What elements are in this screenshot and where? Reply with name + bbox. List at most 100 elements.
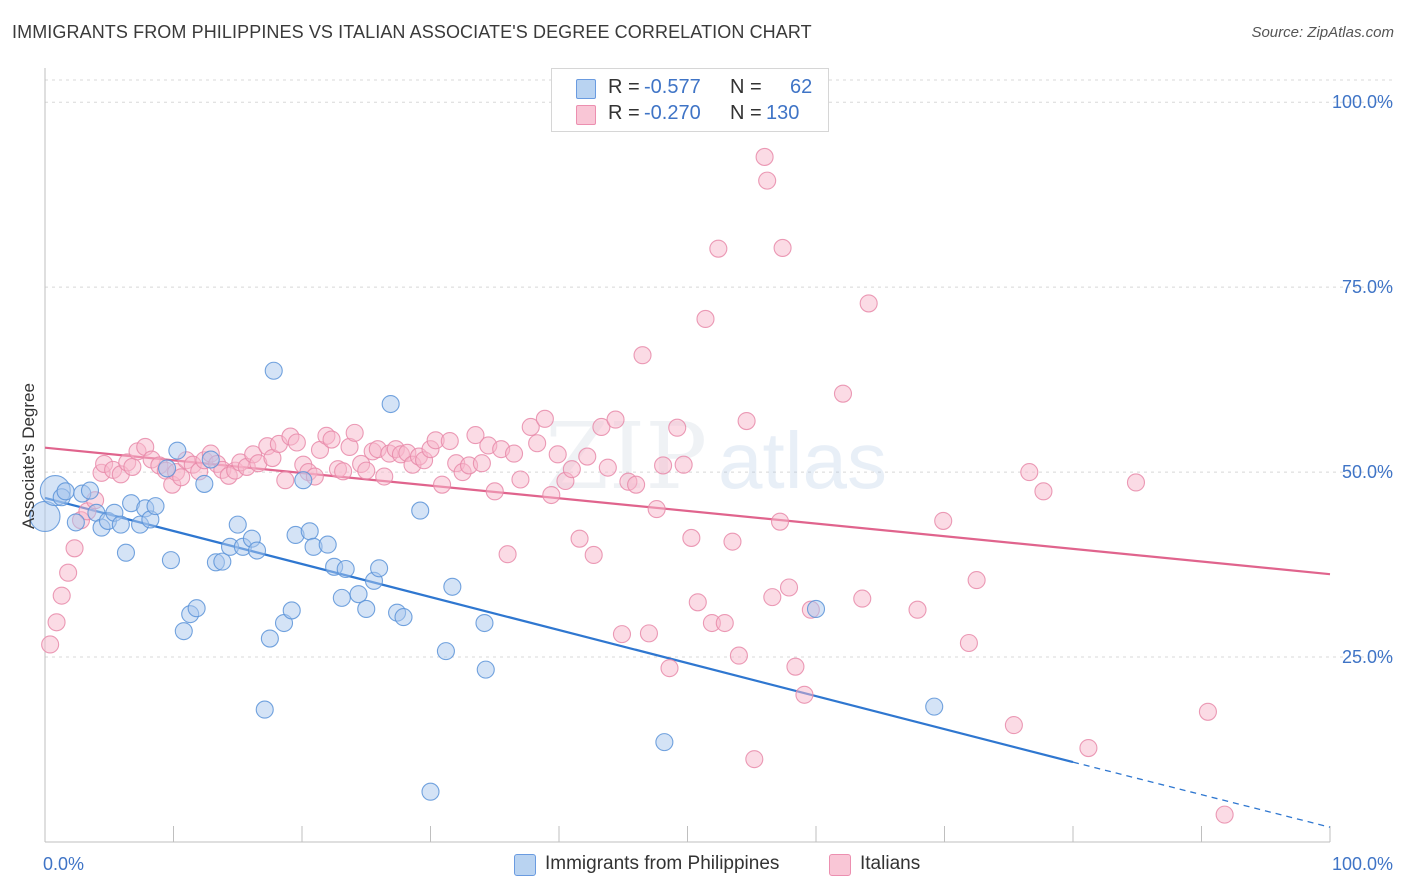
italians-point[interactable] — [959, 633, 978, 653]
italians-point[interactable] — [485, 482, 504, 501]
philippines-point[interactable] — [161, 551, 180, 570]
italians-point[interactable] — [47, 613, 66, 632]
philippines-point[interactable] — [332, 588, 351, 607]
italians-point[interactable] — [592, 417, 611, 437]
philippines-point[interactable] — [174, 622, 193, 641]
philippines-point[interactable] — [228, 515, 247, 534]
philippines-point[interactable] — [421, 782, 440, 801]
italians-point[interactable] — [627, 475, 646, 494]
italians-point[interactable] — [779, 578, 799, 597]
italians-point[interactable] — [795, 685, 814, 704]
philippines-point[interactable] — [111, 515, 130, 534]
italians-point[interactable] — [472, 454, 491, 473]
philippines-point[interactable] — [394, 608, 413, 627]
italians-point[interactable] — [654, 456, 673, 475]
philippines-point[interactable] — [475, 613, 494, 633]
italians-point[interactable] — [65, 539, 84, 558]
philippines-point[interactable] — [187, 599, 206, 618]
italians-point[interactable] — [715, 613, 734, 633]
philippines-point[interactable] — [201, 450, 220, 469]
philippines-point[interactable] — [357, 599, 376, 619]
italians-point[interactable] — [773, 238, 792, 257]
philippines-point[interactable] — [370, 559, 389, 578]
philippines-point[interactable] — [381, 394, 400, 414]
italians-point[interactable] — [598, 458, 617, 477]
philippines-point[interactable] — [349, 585, 368, 604]
italians-point[interactable] — [737, 412, 756, 431]
italians-point[interactable] — [276, 471, 295, 490]
italians-point[interactable] — [709, 239, 728, 258]
philippines-point[interactable] — [925, 697, 944, 716]
philippines-point[interactable] — [264, 361, 283, 380]
philippines-point[interactable] — [655, 733, 674, 752]
italians-point[interactable] — [498, 545, 517, 564]
italians-point[interactable] — [59, 563, 78, 582]
italians-point[interactable] — [578, 447, 597, 466]
italians-point[interactable] — [1020, 463, 1039, 482]
italians-point[interactable] — [562, 460, 581, 479]
philippines-point[interactable] — [255, 700, 274, 719]
philippines-point[interactable] — [260, 629, 279, 648]
italians-point[interactable] — [853, 589, 872, 608]
italians-point[interactable] — [511, 470, 530, 489]
italians-point[interactable] — [584, 545, 603, 565]
italians-point[interactable] — [287, 433, 306, 452]
philippines-point[interactable] — [443, 577, 462, 596]
italians-point[interactable] — [833, 384, 853, 403]
italians-point[interactable] — [1079, 738, 1098, 758]
italians-point[interactable] — [41, 635, 60, 654]
italians-point[interactable] — [535, 409, 554, 428]
philippines-point[interactable] — [300, 522, 319, 541]
italians-point[interactable] — [633, 346, 652, 365]
philippines-point[interactable] — [247, 541, 267, 560]
italians-point[interactable] — [334, 462, 353, 481]
italians-point[interactable] — [1198, 702, 1217, 721]
italians-point[interactable] — [696, 309, 715, 329]
italians-point[interactable] — [521, 417, 540, 437]
philippines-point[interactable] — [336, 559, 355, 579]
philippines-point[interactable] — [476, 660, 495, 679]
italians-point[interactable] — [647, 500, 666, 519]
italians-point[interactable] — [859, 294, 878, 313]
philippines-point[interactable] — [294, 471, 313, 490]
italians-point[interactable] — [639, 624, 659, 643]
italians-point[interactable] — [1004, 716, 1023, 735]
italians-point[interactable] — [528, 434, 547, 453]
italians-point[interactable] — [723, 532, 742, 551]
italians-point[interactable] — [123, 457, 142, 476]
italians-point[interactable] — [786, 657, 805, 676]
italians-point[interactable] — [1126, 473, 1146, 492]
italians-point[interactable] — [967, 571, 986, 590]
italians-point[interactable] — [758, 171, 777, 190]
philippines-point[interactable] — [80, 481, 100, 500]
italians-point[interactable] — [433, 475, 452, 494]
italians-point[interactable] — [668, 418, 687, 437]
italians-point[interactable] — [908, 600, 927, 619]
italians-point[interactable] — [770, 512, 790, 531]
philippines-point[interactable] — [318, 535, 337, 554]
philippines-point[interactable] — [56, 482, 75, 501]
italians-point[interactable] — [674, 455, 693, 474]
italians-point[interactable] — [548, 445, 567, 464]
italians-point[interactable] — [612, 625, 632, 644]
italians-point[interactable] — [606, 410, 625, 429]
philippines-point[interactable] — [282, 601, 301, 620]
philippines-point[interactable] — [195, 474, 214, 493]
italians-point[interactable] — [763, 588, 782, 607]
italians-point[interactable] — [755, 147, 774, 166]
philippines-point[interactable] — [168, 441, 187, 460]
philippines-point[interactable] — [806, 599, 826, 619]
italians-point[interactable] — [688, 593, 707, 612]
italians-point[interactable] — [52, 586, 71, 605]
italians-point[interactable] — [682, 528, 701, 547]
italians-point[interactable] — [375, 467, 394, 486]
italians-point[interactable] — [934, 511, 953, 530]
philippines-point[interactable] — [146, 497, 165, 516]
italians-point[interactable] — [542, 485, 561, 505]
philippines-point[interactable] — [213, 552, 232, 571]
italians-point[interactable] — [729, 646, 748, 665]
italians-point[interactable] — [504, 444, 524, 463]
italians-point[interactable] — [345, 423, 364, 442]
italians-point[interactable] — [660, 659, 679, 678]
italians-point[interactable] — [1034, 482, 1053, 501]
